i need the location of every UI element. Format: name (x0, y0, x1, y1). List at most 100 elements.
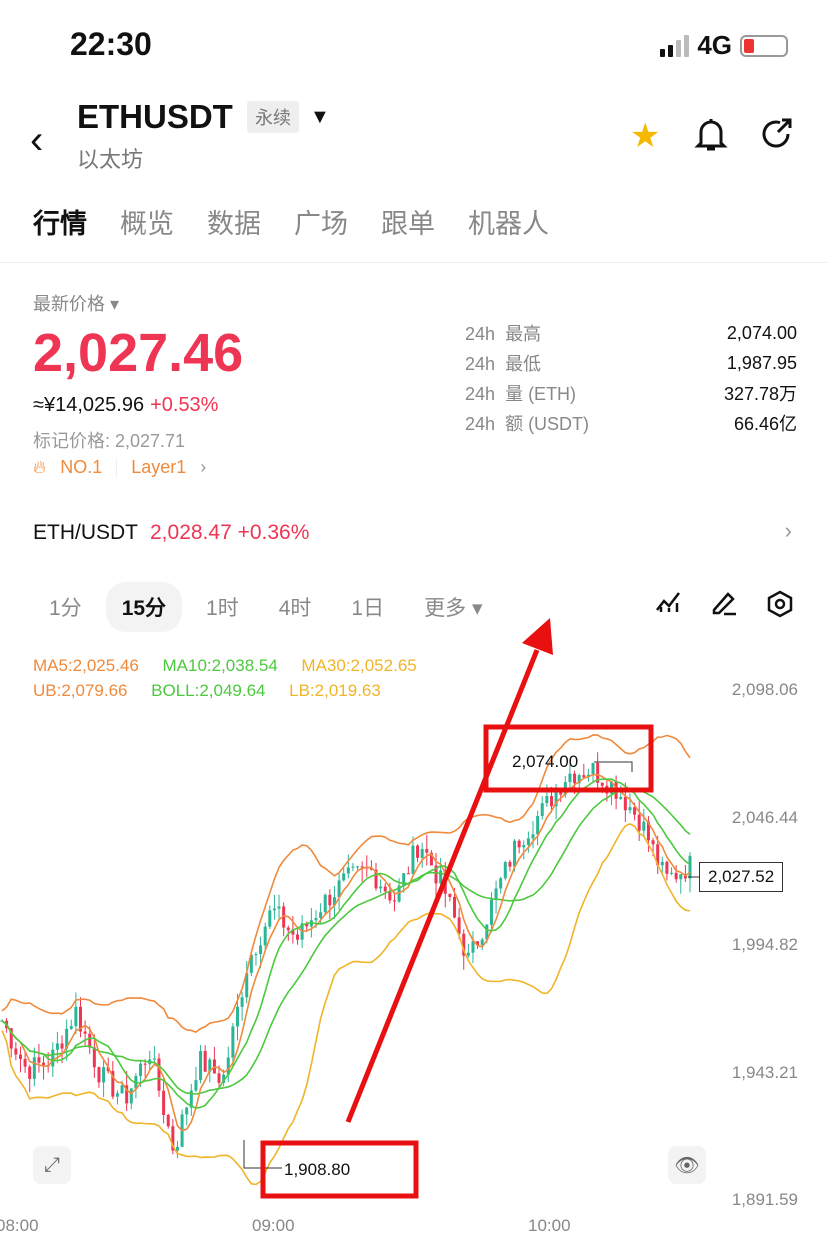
chevron-right-icon[interactable]: › (200, 457, 207, 477)
candle-body (185, 1107, 189, 1115)
candle-body (342, 873, 346, 881)
candle-body (670, 872, 674, 874)
stat-row: 24h 量 (ETH) 327.78万 (465, 378, 797, 408)
rank-tag[interactable]: NO.1 (60, 457, 103, 477)
tab-overview[interactable]: 概览 (120, 209, 174, 239)
tab-square[interactable]: 广场 (294, 209, 348, 239)
candle-body (286, 927, 290, 931)
candle-body (383, 886, 387, 892)
price-type-selector[interactable]: 最新价格 ▾ (33, 294, 120, 314)
stat-value: 327.78万 (723, 384, 797, 404)
candle-body (14, 1048, 18, 1055)
interval-15m[interactable]: 15分 (105, 582, 183, 632)
interval-1m[interactable]: 1分 (49, 597, 82, 620)
back-icon[interactable]: ‹ (30, 118, 44, 162)
boll-label: BOLL:2,049.64 (151, 681, 266, 700)
interval-tabs: 1分 15分 1时 4时 1日 更多 ▾ (33, 582, 499, 632)
interval-1h[interactable]: 1时 (206, 597, 239, 620)
settings-icon[interactable] (766, 590, 794, 625)
candle-body (106, 1067, 110, 1072)
candle-body (162, 1090, 166, 1116)
ma30-label: MA30:2,052.65 (301, 656, 417, 675)
stat-label: 24h 量 (ETH) (465, 384, 577, 404)
candle-body (314, 918, 318, 921)
draw-icon[interactable] (710, 590, 738, 623)
ma5-line (1, 773, 691, 1132)
stat-value: 1,987.95 (726, 352, 797, 373)
symbol-dropdown-icon[interactable]: ▼ (310, 106, 330, 128)
symbol-title[interactable]: ETHUSDT (77, 98, 233, 135)
high-marker: 2,074.00 (512, 752, 579, 771)
interval-4h[interactable]: 4时 (278, 597, 312, 620)
candle-body (346, 867, 350, 874)
spot-pair: ETH/USDT (33, 521, 138, 544)
candle-body (166, 1115, 170, 1127)
star-icon[interactable]: ★ (630, 117, 661, 155)
candle-body (577, 775, 581, 784)
candle-body (152, 1058, 156, 1060)
candle-body (517, 840, 521, 848)
y-tick: 2,046.44 (731, 808, 798, 827)
candle-body (554, 790, 558, 807)
candle-body (646, 821, 650, 841)
candle-body (549, 796, 553, 807)
price-type-label: 最新价格 (33, 294, 105, 314)
candle-body (651, 840, 655, 845)
candle-body (439, 870, 443, 884)
candle-body (582, 775, 586, 778)
candle-body (231, 1026, 235, 1058)
candle-body (591, 762, 595, 775)
candle-body (596, 762, 600, 783)
current-price-label: 2,027.52 (699, 862, 784, 892)
candle-body (291, 930, 295, 935)
interval-1d[interactable]: 1日 (351, 597, 385, 620)
tab-market[interactable]: 行情 (33, 209, 87, 239)
low-marker-line (243, 1140, 282, 1169)
candle-body (222, 1074, 226, 1083)
stat-row: 24h 最高 2,074.00 (465, 318, 797, 348)
candle-body (125, 1085, 129, 1104)
chevron-right-icon[interactable]: › (784, 518, 792, 543)
candle-body (540, 803, 544, 816)
tab-copy-trade[interactable]: 跟单 (381, 209, 435, 239)
candle-body (356, 866, 360, 868)
main-tabs: 行情 概览 数据 广场 跟单 机器人 (33, 202, 549, 241)
candle-body (69, 1026, 73, 1029)
annotation-box-low (260, 1140, 419, 1199)
candle-body (332, 897, 336, 906)
tab-bots[interactable]: 机器人 (468, 209, 549, 239)
candle-body (259, 945, 263, 955)
contract-tag: 永续 (247, 101, 299, 133)
indicator-icon[interactable] (655, 590, 683, 621)
lb-label: LB:2,019.63 (289, 681, 381, 700)
candle-body (453, 896, 457, 918)
candle-body (462, 933, 466, 956)
candle-body (208, 1059, 212, 1072)
fullscreen-icon[interactable]: ⤢ (33, 1146, 71, 1184)
high-marker-line (594, 761, 633, 772)
candle-body (665, 861, 669, 874)
candle-body (282, 906, 286, 928)
candle-body (674, 872, 678, 880)
candle-body (102, 1067, 106, 1083)
sector-tag[interactable]: Layer1 (131, 457, 187, 477)
tab-data[interactable]: 数据 (207, 209, 261, 239)
bell-icon[interactable] (694, 116, 728, 163)
boll-legend: UB:2,079.66 BOLL:2,049.64 LB:2,019.63 (33, 681, 381, 701)
candle-body (434, 865, 438, 884)
candle-body (656, 844, 660, 866)
candle-body (425, 848, 429, 853)
candle-body (203, 1051, 207, 1072)
candle-body (97, 1067, 101, 1083)
spot-pair-link[interactable]: ETH/USDT 2,028.47 +0.36% (33, 521, 309, 545)
boll-mid-line (1, 788, 691, 1095)
eye-icon[interactable]: 👁︎ (668, 1146, 706, 1184)
candle-body (157, 1058, 161, 1091)
divider (0, 262, 828, 263)
interval-more[interactable]: 更多 ▾ (424, 597, 483, 620)
asset-tags[interactable]: 🔥︎ NO.1 Layer1 › (33, 457, 206, 478)
candle-body (74, 1006, 78, 1027)
cny-price: ≈¥14,025.96 +0.53% (33, 394, 218, 417)
share-icon[interactable] (758, 116, 794, 161)
